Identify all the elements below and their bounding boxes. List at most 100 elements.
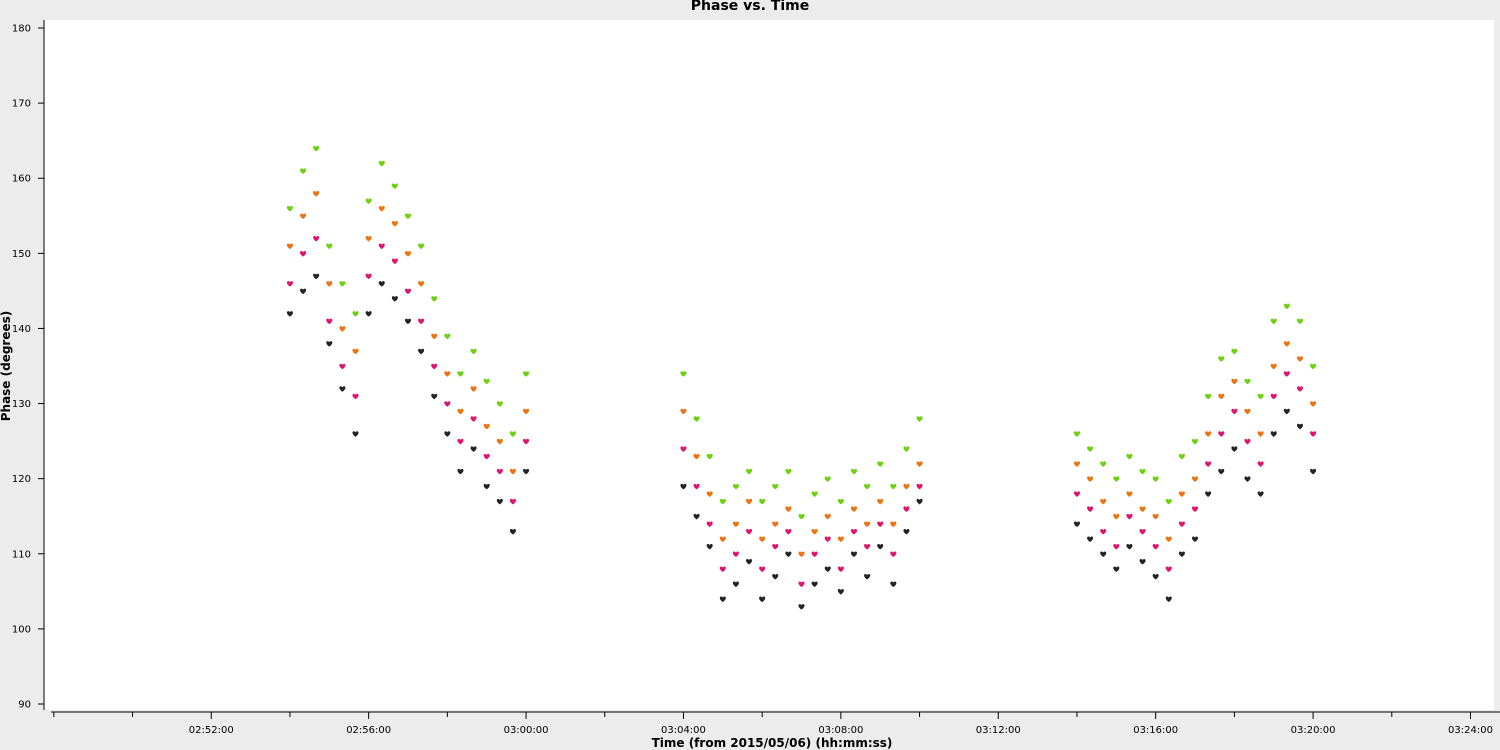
- data-point: [680, 446, 687, 452]
- x-tick-label: 03:00:00: [504, 725, 549, 736]
- data-point: [1152, 543, 1159, 550]
- data-point: [1073, 491, 1081, 497]
- data-point: [798, 551, 805, 558]
- data-point: [1100, 461, 1107, 467]
- x-tick-label: 02:56:00: [346, 725, 391, 736]
- data-point: [404, 318, 412, 325]
- data-point: [483, 453, 490, 460]
- data-point: [286, 281, 293, 287]
- y-tick-label: 150: [12, 249, 31, 260]
- data-point: [1113, 476, 1120, 482]
- data-point: [785, 468, 792, 475]
- y-tick-label: 170: [12, 99, 31, 110]
- data-point: [444, 431, 451, 437]
- data-point: [1152, 513, 1159, 520]
- data-point: [509, 468, 516, 475]
- data-point: [313, 236, 320, 242]
- y-tick-label: 100: [12, 624, 31, 635]
- data-point: [444, 401, 451, 407]
- data-point: [680, 483, 687, 490]
- data-point: [824, 536, 831, 543]
- data-point: [680, 408, 687, 415]
- data-point: [811, 551, 818, 558]
- data-point: [706, 543, 713, 550]
- data-point: [1205, 461, 1212, 467]
- data-point: [1231, 378, 1238, 385]
- data-point: [1231, 446, 1238, 452]
- plot-area: [44, 20, 1494, 710]
- data-point: [1296, 318, 1303, 325]
- data-point: [903, 528, 910, 535]
- data-point: [877, 543, 884, 550]
- data-point: [903, 506, 910, 512]
- data-point: [850, 468, 858, 475]
- data-point: [483, 378, 490, 385]
- data-point: [1087, 446, 1094, 452]
- data-point: [837, 589, 844, 595]
- data-point: [759, 566, 766, 573]
- data-point: [864, 521, 871, 527]
- data-point: [1100, 528, 1107, 535]
- data-point: [300, 213, 307, 220]
- data-point: [850, 506, 858, 512]
- series-2: [286, 190, 1317, 558]
- data-point: [470, 348, 477, 355]
- data-point: [1257, 491, 1264, 497]
- data-point: [1283, 303, 1290, 310]
- data-point: [1100, 498, 1107, 505]
- data-point: [903, 483, 910, 490]
- data-point: [1113, 513, 1120, 520]
- data-point: [916, 461, 923, 467]
- data-point: [418, 243, 425, 250]
- data-point: [457, 438, 464, 445]
- data-point: [483, 483, 490, 490]
- data-point: [1126, 543, 1133, 550]
- data-point: [746, 468, 753, 475]
- data-point: [509, 431, 516, 437]
- data-point: [339, 281, 346, 287]
- data-point: [798, 513, 805, 520]
- data-point: [916, 416, 923, 422]
- data-point: [693, 453, 700, 460]
- data-point: [365, 198, 372, 205]
- data-point: [1283, 371, 1290, 377]
- data-point: [1178, 551, 1185, 558]
- data-point: [1257, 461, 1264, 467]
- data-point: [824, 476, 831, 482]
- data-point: [746, 528, 753, 535]
- data-point: [798, 604, 805, 610]
- data-point: [732, 551, 739, 558]
- data-point: [877, 521, 884, 527]
- data-point: [352, 348, 359, 355]
- data-point: [864, 574, 871, 580]
- data-point: [1191, 476, 1199, 482]
- data-point: [365, 273, 372, 280]
- data-point: [877, 461, 884, 467]
- data-point: [286, 311, 293, 317]
- data-point: [1165, 498, 1172, 505]
- data-point: [1218, 468, 1225, 475]
- data-point: [339, 386, 346, 392]
- data-point: [404, 288, 412, 295]
- data-point: [1087, 536, 1094, 543]
- y-tick-label: 110: [12, 549, 31, 560]
- data-point: [1244, 438, 1251, 445]
- data-point: [785, 528, 792, 535]
- data-point: [1126, 513, 1133, 520]
- data-point: [1218, 356, 1225, 362]
- data-point: [759, 596, 766, 603]
- data-point: [1073, 461, 1081, 467]
- data-point: [326, 318, 333, 325]
- data-point: [523, 438, 530, 445]
- data-point: [404, 251, 412, 257]
- data-point: [1191, 506, 1199, 512]
- data-point: [1244, 378, 1251, 385]
- data-point: [890, 551, 897, 558]
- x-tick-label: 03:20:00: [1291, 725, 1336, 736]
- data-point: [509, 528, 516, 535]
- data-point: [431, 296, 438, 302]
- data-point: [391, 258, 398, 265]
- data-point: [523, 468, 530, 475]
- series-3: [286, 145, 1317, 520]
